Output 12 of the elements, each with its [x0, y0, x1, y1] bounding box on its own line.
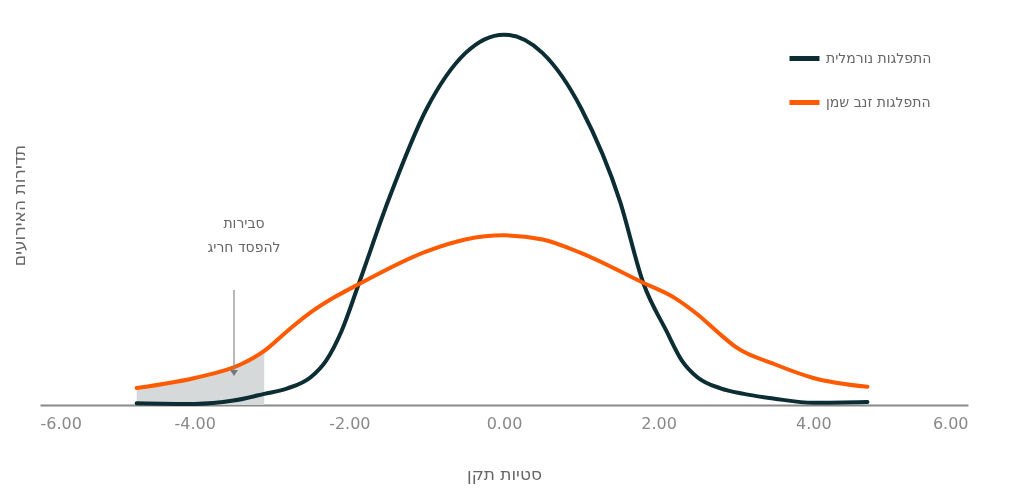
x-tick-label: 4.00	[796, 413, 832, 433]
x-tick-label: 0.00	[486, 413, 523, 433]
x-tick-label: 6.00	[932, 413, 969, 433]
legend-label: התפלגות נורמלית	[826, 49, 932, 66]
y-axis-title: תדירות האירועים	[8, 144, 29, 267]
x-axis-title: סטיות תקן	[467, 463, 542, 484]
x-tick-label: -2.00	[329, 413, 371, 433]
x-tick-label: 2.00	[641, 413, 677, 433]
legend-label: התפלגות זנב שמן	[826, 93, 931, 110]
annotation: סבירות להפסד חריג	[207, 215, 281, 255]
x-tick-label: -6.00	[40, 413, 82, 433]
x-tick-label: -4.00	[174, 413, 216, 433]
